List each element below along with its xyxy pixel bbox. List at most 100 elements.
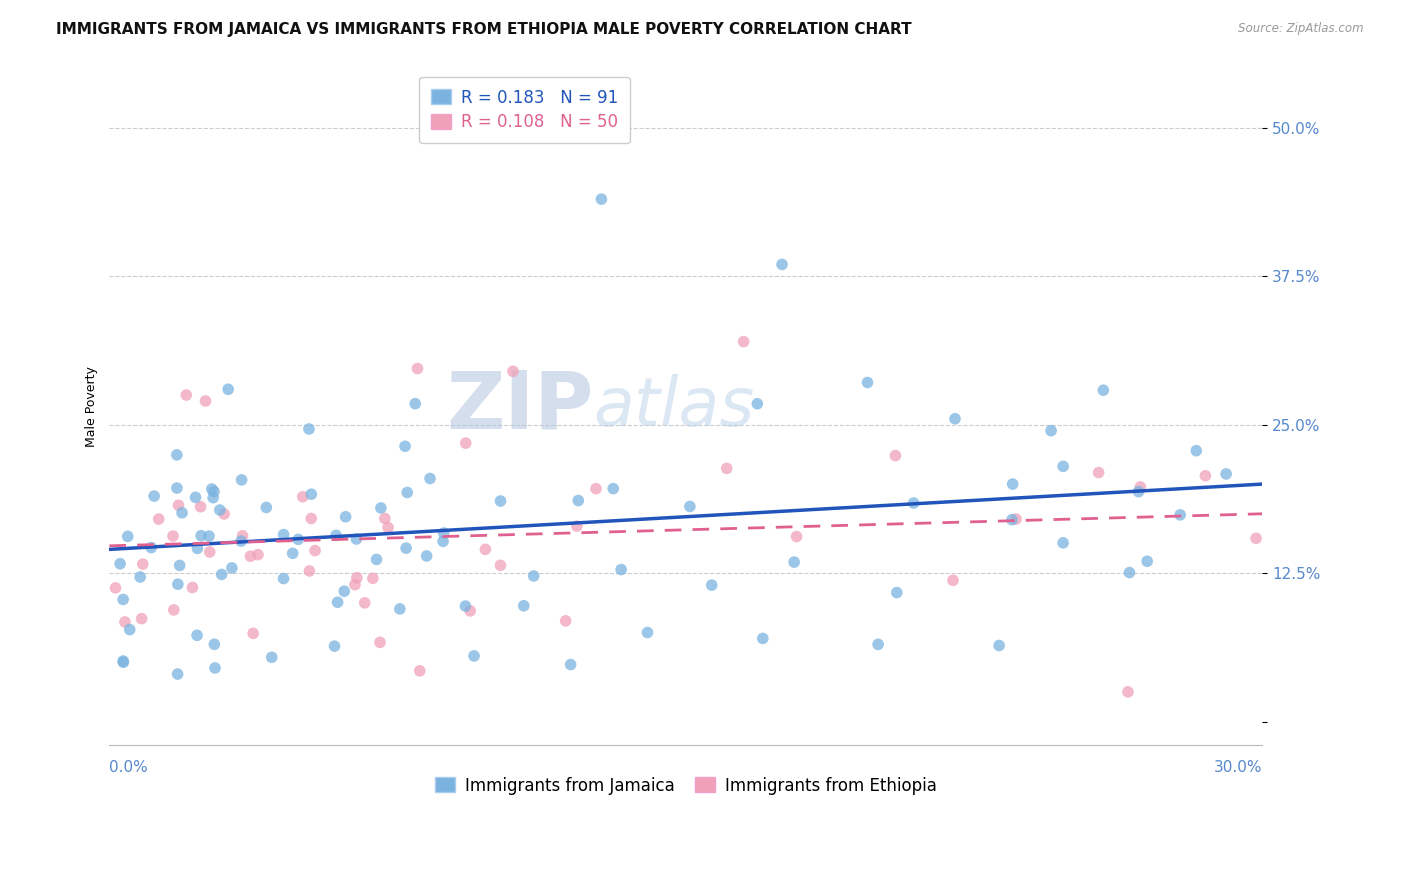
- Point: [112, 654, 135, 668]
- Point: [1194, 468, 1216, 483]
- Point: [208, 503, 231, 517]
- Point: [1136, 554, 1159, 568]
- Point: [388, 602, 411, 616]
- Point: [291, 490, 314, 504]
- Point: [346, 571, 368, 585]
- Point: [202, 491, 225, 505]
- Point: [108, 557, 131, 571]
- Point: [325, 528, 347, 542]
- Point: [513, 599, 536, 613]
- Point: [167, 498, 190, 512]
- Point: [323, 639, 346, 653]
- Point: [591, 192, 613, 206]
- Point: [333, 584, 356, 599]
- Point: [856, 376, 879, 390]
- Point: [770, 257, 793, 271]
- Point: [368, 635, 391, 649]
- Point: [231, 473, 253, 487]
- Point: [204, 661, 226, 675]
- Point: [943, 411, 966, 425]
- Point: [143, 489, 166, 503]
- Point: [167, 577, 190, 591]
- Point: [394, 439, 416, 453]
- Point: [112, 592, 135, 607]
- Point: [489, 494, 512, 508]
- Point: [560, 657, 582, 672]
- Point: [148, 512, 170, 526]
- Point: [585, 482, 607, 496]
- Text: atlas: atlas: [593, 374, 755, 440]
- Point: [132, 557, 155, 571]
- Point: [886, 585, 908, 599]
- Point: [242, 626, 264, 640]
- Point: [1087, 466, 1109, 480]
- Point: [181, 581, 204, 595]
- Point: [239, 549, 262, 564]
- Point: [377, 520, 399, 534]
- Point: [186, 541, 208, 556]
- Point: [198, 545, 221, 559]
- Point: [229, 534, 252, 549]
- Point: [404, 397, 426, 411]
- Point: [260, 650, 283, 665]
- Point: [163, 603, 186, 617]
- Legend: Immigrants from Jamaica, Immigrants from Ethiopia: Immigrants from Jamaica, Immigrants from…: [425, 766, 946, 805]
- Point: [141, 541, 163, 555]
- Point: [733, 334, 755, 349]
- Point: [406, 361, 429, 376]
- Point: [162, 529, 184, 543]
- Point: [118, 623, 141, 637]
- Point: [502, 364, 524, 378]
- Point: [299, 487, 322, 501]
- Point: [273, 572, 295, 586]
- Point: [169, 558, 191, 573]
- Point: [211, 567, 233, 582]
- Point: [194, 394, 217, 409]
- Point: [602, 482, 624, 496]
- Point: [433, 526, 456, 541]
- Point: [752, 632, 775, 646]
- Point: [212, 507, 235, 521]
- Point: [202, 637, 225, 651]
- Point: [700, 578, 723, 592]
- Text: 0.0%: 0.0%: [110, 761, 148, 775]
- Point: [1001, 513, 1024, 527]
- Point: [361, 571, 384, 585]
- Text: 30.0%: 30.0%: [1213, 761, 1263, 775]
- Point: [419, 471, 441, 485]
- Point: [366, 552, 388, 566]
- Point: [1118, 566, 1140, 580]
- Point: [184, 491, 207, 505]
- Point: [786, 530, 808, 544]
- Text: IMMIGRANTS FROM JAMAICA VS IMMIGRANTS FROM ETHIOPIA MALE POVERTY CORRELATION CHA: IMMIGRANTS FROM JAMAICA VS IMMIGRANTS FR…: [56, 22, 912, 37]
- Point: [903, 496, 925, 510]
- Point: [396, 485, 419, 500]
- Point: [232, 529, 254, 543]
- Point: [1116, 685, 1139, 699]
- Point: [166, 667, 188, 681]
- Point: [1052, 459, 1074, 474]
- Point: [190, 500, 212, 514]
- Point: [610, 563, 633, 577]
- Point: [474, 542, 496, 557]
- Point: [1215, 467, 1237, 481]
- Point: [174, 388, 197, 402]
- Point: [988, 639, 1011, 653]
- Point: [273, 527, 295, 541]
- Point: [489, 558, 512, 573]
- Point: [299, 511, 322, 525]
- Point: [217, 382, 239, 396]
- Point: [304, 543, 326, 558]
- Point: [415, 549, 437, 563]
- Point: [221, 561, 243, 575]
- Point: [554, 614, 576, 628]
- Point: [335, 509, 357, 524]
- Point: [131, 612, 153, 626]
- Point: [1040, 424, 1063, 438]
- Point: [190, 529, 212, 543]
- Point: [117, 529, 139, 543]
- Point: [1001, 477, 1024, 491]
- Point: [567, 493, 589, 508]
- Y-axis label: Male Poverty: Male Poverty: [86, 367, 98, 448]
- Point: [868, 637, 890, 651]
